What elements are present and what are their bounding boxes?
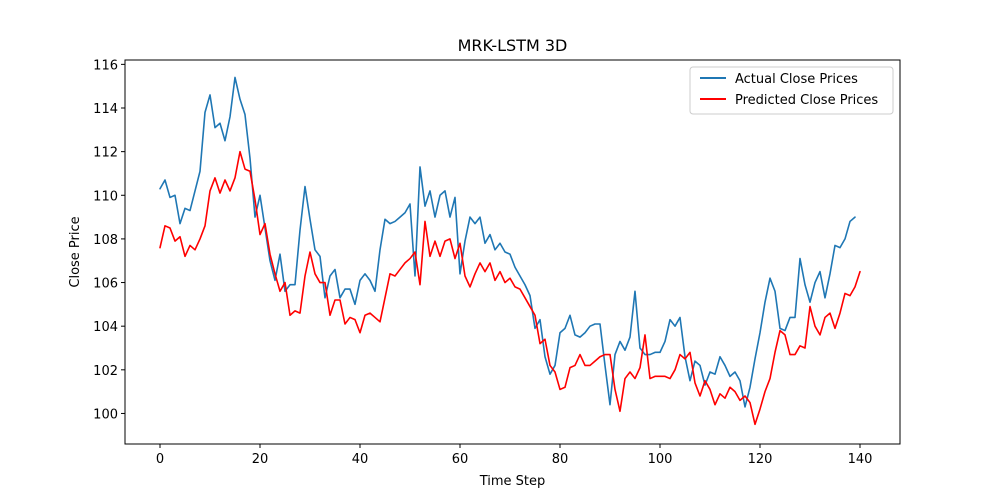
y-tick-label: 104 bbox=[93, 320, 118, 335]
y-tick-label: 106 bbox=[93, 277, 118, 292]
legend: Actual Close Prices Predicted Close Pric… bbox=[689, 66, 894, 115]
plot-area bbox=[124, 59, 901, 445]
y-tick-label: 112 bbox=[93, 146, 118, 161]
x-tick-label: 0 bbox=[156, 452, 164, 467]
x-axis-title: Time Step bbox=[479, 474, 546, 489]
series-line-predicted bbox=[159, 150, 861, 426]
legend-box bbox=[689, 66, 894, 115]
x-tick-label: 80 bbox=[552, 452, 569, 467]
y-tick-label: 100 bbox=[93, 407, 118, 422]
y-tick-label: 102 bbox=[93, 364, 118, 379]
x-axis-ticks: 0 20 40 60 80 100 120 140 bbox=[156, 444, 873, 467]
y-tick-label: 114 bbox=[93, 102, 118, 117]
chart-title: MRK-LSTM 3D bbox=[458, 36, 568, 55]
x-tick-label: 100 bbox=[648, 452, 673, 467]
x-tick-label: 120 bbox=[748, 452, 773, 467]
y-tick-label: 116 bbox=[93, 58, 118, 73]
legend-label-predicted: Predicted Close Prices bbox=[735, 93, 878, 108]
y-axis-title: Close Price bbox=[68, 216, 83, 287]
y-tick-label: 108 bbox=[93, 233, 118, 248]
x-tick-label: 20 bbox=[252, 452, 269, 467]
y-tick-label: 110 bbox=[93, 189, 118, 204]
axes-frame bbox=[124, 59, 901, 445]
y-axis-ticks: 100 102 104 106 108 110 112 114 116 bbox=[93, 58, 125, 422]
legend-label-actual: Actual Close Prices bbox=[735, 72, 858, 87]
x-tick-label: 60 bbox=[452, 452, 469, 467]
series-layer bbox=[159, 76, 861, 426]
x-tick-label: 40 bbox=[352, 452, 369, 467]
x-tick-label: 140 bbox=[848, 452, 873, 467]
